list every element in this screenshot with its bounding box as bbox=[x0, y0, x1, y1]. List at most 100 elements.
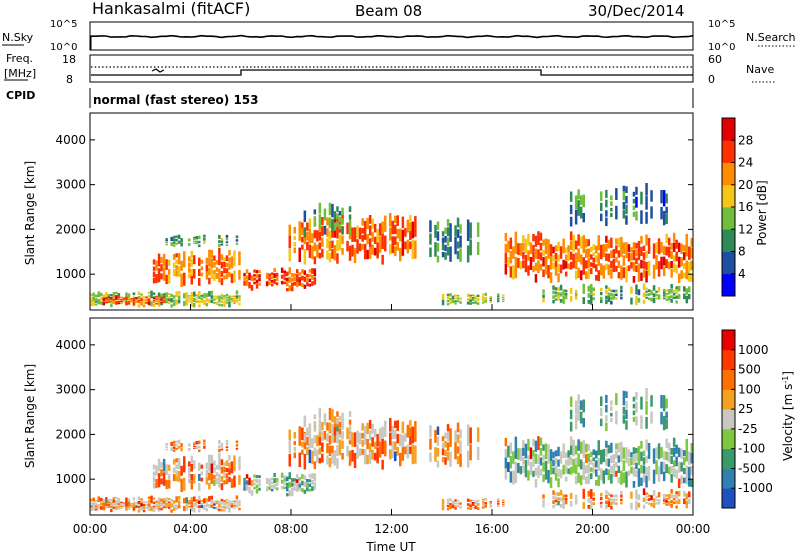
power-echo-cell bbox=[620, 293, 623, 296]
power-echo-cell bbox=[238, 251, 241, 266]
power-echo-cell bbox=[607, 253, 611, 262]
velocity-echo-cell bbox=[600, 396, 603, 406]
velocity-echo-cell bbox=[132, 506, 136, 511]
velocity-echo-cell bbox=[110, 509, 113, 513]
power-echo-cell bbox=[660, 206, 663, 220]
velocity-echo-cell bbox=[444, 432, 447, 439]
velocity-echo-cell bbox=[253, 474, 256, 478]
power-echo-cell bbox=[459, 248, 462, 262]
power-echo-cell bbox=[632, 276, 636, 283]
velocity-echo-cell bbox=[188, 467, 191, 473]
xtick-1: 04:00 bbox=[173, 522, 208, 536]
power-echo-cell bbox=[444, 244, 447, 252]
power-echo-cell bbox=[539, 242, 543, 251]
velocity-echo-cell bbox=[688, 466, 691, 487]
velocity-echo-cell bbox=[175, 440, 178, 443]
power-echo-cell bbox=[652, 285, 656, 291]
velocity-echo-cell bbox=[225, 439, 229, 443]
power-echo-cell bbox=[577, 267, 580, 278]
velocity-echo-cell bbox=[268, 478, 271, 482]
velocity-echo-cell bbox=[456, 499, 460, 502]
velocity-echo-cell bbox=[368, 443, 372, 453]
power-echo-cell bbox=[650, 297, 653, 302]
power-echo-cell bbox=[574, 252, 578, 260]
velocity-echo-cell bbox=[336, 431, 339, 444]
power-echo-cell bbox=[592, 292, 596, 296]
velocity-echo-cell bbox=[675, 491, 678, 495]
power-echo-cell bbox=[409, 215, 412, 222]
power-echo-cell bbox=[147, 298, 151, 302]
velocity-echo-cell bbox=[210, 495, 214, 500]
velocity-echo-cell bbox=[564, 498, 568, 501]
velocity-echo-cell bbox=[167, 501, 171, 504]
velocity-echo-cell bbox=[650, 502, 653, 507]
velocity-echo-cell bbox=[466, 450, 470, 468]
power-echo-cell bbox=[665, 298, 668, 301]
velocity-echo-cell bbox=[637, 494, 641, 501]
velocity-colorbar-tick-0: 1000 bbox=[738, 343, 769, 357]
power-echo-cell bbox=[469, 296, 472, 300]
velocity-echo-cell bbox=[288, 429, 292, 441]
velocity-echo-cell bbox=[313, 421, 317, 426]
velocity-echo-cell bbox=[590, 467, 593, 472]
power-echo-cell bbox=[336, 226, 339, 239]
velocity-echo-cell bbox=[647, 466, 651, 481]
velocity-echo-cell bbox=[617, 465, 621, 473]
velocity-echo-cell bbox=[605, 468, 608, 475]
velocity-echo-cell bbox=[544, 460, 548, 480]
power-echo-cell bbox=[574, 292, 578, 296]
velocity-echo-cell bbox=[142, 501, 146, 504]
power-echo-cell bbox=[190, 250, 194, 258]
velocity-echo-cell bbox=[441, 498, 445, 505]
velocity-echo-cell bbox=[456, 502, 460, 505]
power-echo-cell bbox=[401, 229, 405, 242]
power-echo-cell bbox=[615, 297, 618, 300]
velocity-echo-cell bbox=[605, 415, 608, 422]
velocity-echo-cell bbox=[233, 502, 236, 505]
power-echo-cell bbox=[145, 299, 148, 302]
velocity-echo-cell bbox=[574, 400, 578, 415]
power-echo-cell bbox=[662, 288, 666, 292]
power-echo-cell bbox=[542, 249, 545, 257]
power-echo-cell bbox=[152, 292, 156, 295]
velocity-echo-cell bbox=[200, 502, 204, 505]
power-echo-cell bbox=[238, 297, 241, 302]
velocity-echo-cell bbox=[637, 468, 641, 487]
power-echo-cell bbox=[301, 244, 304, 250]
velocity-echo-cell bbox=[157, 501, 161, 504]
velocity-echo-cell bbox=[200, 464, 204, 469]
velocity-echo-cell bbox=[120, 501, 123, 504]
power-echo-cell bbox=[665, 233, 668, 243]
power-echo-cell bbox=[688, 293, 691, 300]
power-echo-cell bbox=[280, 267, 284, 273]
power-echo-cell bbox=[552, 299, 555, 304]
power-echo-cell bbox=[198, 257, 201, 266]
velocity-echo-cell bbox=[675, 444, 678, 454]
velocity-echo-cell bbox=[351, 432, 354, 447]
velocity-echo-cell bbox=[195, 499, 199, 502]
velocity-echo-cell bbox=[298, 481, 302, 484]
power-echo-cell bbox=[220, 243, 224, 246]
power-echo-cell bbox=[539, 252, 543, 261]
power-echo-cell bbox=[688, 246, 691, 260]
velocity-echo-cell bbox=[177, 496, 181, 500]
power-echo-cell bbox=[582, 213, 586, 223]
power-echo-cell bbox=[326, 217, 329, 226]
power-echo-cell bbox=[177, 266, 181, 277]
velocity-echo-cell bbox=[218, 453, 221, 470]
velocity-ytick-3: 4000 bbox=[55, 338, 86, 352]
velocity-echo-cell bbox=[454, 442, 457, 460]
power-echo-cell bbox=[622, 210, 626, 219]
power-echo-cell bbox=[579, 236, 583, 249]
velocity-echo-cell bbox=[645, 475, 648, 488]
velocity-echo-cell bbox=[308, 449, 312, 463]
velocity-echo-cell bbox=[92, 506, 96, 511]
velocity-echo-cell bbox=[333, 416, 337, 425]
power-echo-cell bbox=[597, 235, 601, 251]
velocity-echo-cell bbox=[557, 478, 560, 488]
power-echo-cell bbox=[165, 297, 168, 304]
power-echo-cell bbox=[157, 303, 161, 305]
velocity-echo-cell bbox=[230, 505, 234, 508]
power-echo-cell bbox=[605, 289, 608, 294]
power-echo-cell bbox=[552, 285, 555, 290]
